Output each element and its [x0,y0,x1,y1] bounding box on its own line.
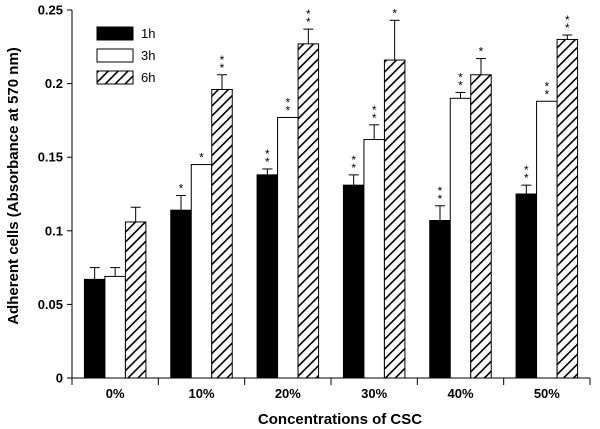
significance-mark: * [372,103,377,117]
significance-mark: * [438,192,443,206]
y-axis-title: Adherent cells (Absorbance at 570 nm) [5,47,22,325]
significance-mark: * [524,171,529,185]
bar [383,59,406,379]
significance-mark: * [351,161,356,175]
bar [170,209,192,379]
x-tick-label: 30% [361,386,387,401]
significance-mark: * [220,53,225,67]
y-tick-label: 0.25 [38,3,63,18]
significance-mark: * [285,103,290,117]
significance-mark: * [372,111,377,125]
significance-mark: * [524,163,529,177]
legend-label: 6h [141,70,155,85]
bar [363,139,385,379]
x-tick-label: 10% [188,386,214,401]
legend: 1h 3h 6h [96,26,155,85]
significance-mark: * [392,6,397,20]
bar [190,164,213,379]
bar [470,74,492,379]
bar [449,97,472,379]
significance-mark: * [458,78,463,92]
y-tick-label: 0.2 [45,76,63,91]
significance-mark: * [199,151,204,165]
x-axis-title: Concentrations of CSC [258,411,422,428]
legend-swatch [96,48,134,63]
x-tick-label: 0% [106,386,125,401]
significance-mark: * [265,147,270,161]
x-tick-label: 50% [534,386,560,401]
significance-mark: * [179,181,184,195]
significance-mark: * [285,95,290,109]
legend-swatch [96,26,134,41]
significance-mark: * [351,153,356,167]
significance-mark: * [265,155,270,169]
bar [83,278,106,379]
y-tick-label: 0.1 [45,223,63,238]
y-tick-label: 0 [56,371,63,386]
x-tick-label: 40% [447,386,473,401]
bar [515,193,538,379]
significance-mark: * [220,61,225,75]
bar [256,174,279,379]
significance-mark: * [438,184,443,198]
bar [536,100,558,379]
bar [277,116,299,379]
significance-mark: * [544,79,549,93]
legend-label: 3h [141,48,155,63]
legend-label: 1h [141,26,155,41]
bar [556,38,579,379]
y-tick-label: 0.05 [38,297,63,312]
significance-mark: * [458,70,463,84]
significance-mark: * [306,15,311,29]
y-tick-label: 0.15 [38,150,63,165]
significance-mark: * [565,21,570,35]
bar [342,184,365,379]
bar [211,88,233,379]
significance-mark: * [479,45,484,59]
bar [124,221,147,379]
significance-mark: * [544,87,549,101]
bar [104,275,126,379]
legend-swatch [96,70,134,85]
bar [297,43,320,379]
significance-mark: * [565,13,570,27]
significance-mark: * [306,7,311,21]
x-tick-label: 20% [275,386,301,401]
bar [429,219,451,379]
